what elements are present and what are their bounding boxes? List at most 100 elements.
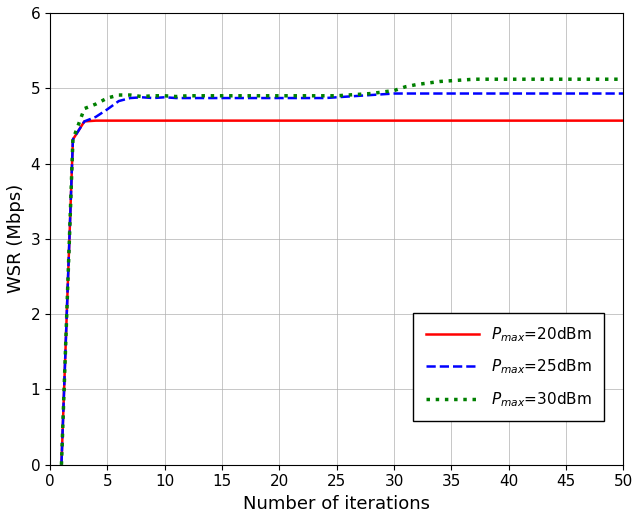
$P_{max}$=20dBm [81,118,88,124]
$P_{max}$=20dBm [551,118,559,124]
$P_{max}$=25dBm [287,95,294,101]
$P_{max}$=20dBm [379,118,387,124]
$P_{max}$=25dBm [58,462,65,468]
$P_{max}$=25dBm [172,95,180,101]
$P_{max}$=25dBm [115,98,123,104]
$P_{max}$=25dBm [379,91,387,97]
$P_{max}$=20dBm [493,118,501,124]
$P_{max}$=25dBm [207,95,214,101]
$P_{max}$=30dBm [58,462,65,468]
$P_{max}$=30dBm [390,87,398,94]
$P_{max}$=20dBm [92,118,100,124]
$P_{max}$=30dBm [161,93,168,99]
$P_{max}$=25dBm [516,90,524,97]
$P_{max}$=30dBm [379,89,387,95]
$P_{max}$=25dBm [367,92,375,98]
$P_{max}$=20dBm [104,118,111,124]
$P_{max}$=20dBm [596,118,604,124]
$P_{max}$=20dBm [344,118,352,124]
$P_{max}$=25dBm [264,95,272,101]
$P_{max}$=25dBm [275,95,283,101]
$P_{max}$=30dBm [516,76,524,82]
Line: $P_{max}$=20dBm: $P_{max}$=20dBm [61,121,623,465]
$P_{max}$=30dBm [184,93,191,99]
$P_{max}$=20dBm [138,118,145,124]
$P_{max}$=20dBm [230,118,237,124]
$P_{max}$=30dBm [344,92,352,98]
$P_{max}$=25dBm [493,90,501,97]
$P_{max}$=20dBm [172,118,180,124]
$P_{max}$=20dBm [195,118,203,124]
$P_{max}$=30dBm [321,93,329,99]
$P_{max}$=20dBm [608,118,616,124]
$P_{max}$=30dBm [253,93,260,99]
$P_{max}$=30dBm [92,101,100,107]
$P_{max}$=20dBm [390,118,398,124]
$P_{max}$=20dBm [505,118,513,124]
$P_{max}$=25dBm [436,90,444,97]
$P_{max}$=30dBm [230,93,237,99]
$P_{max}$=25dBm [596,90,604,97]
$P_{max}$=25dBm [540,90,547,97]
$P_{max}$=25dBm [573,90,581,97]
$P_{max}$=25dBm [447,90,455,97]
$P_{max}$=20dBm [161,118,168,124]
$P_{max}$=20dBm [333,118,340,124]
$P_{max}$=30dBm [69,136,77,142]
$P_{max}$=30dBm [620,76,627,82]
$P_{max}$=25dBm [138,94,145,100]
$P_{max}$=20dBm [275,118,283,124]
$P_{max}$=20dBm [241,118,249,124]
X-axis label: Number of iterations: Number of iterations [243,495,430,513]
$P_{max}$=30dBm [127,92,134,98]
$P_{max}$=30dBm [540,76,547,82]
$P_{max}$=25dBm [104,106,111,112]
$P_{max}$=20dBm [69,136,77,142]
$P_{max}$=25dBm [310,95,317,101]
$P_{max}$=30dBm [551,76,559,82]
$P_{max}$=25dBm [356,93,364,99]
$P_{max}$=30dBm [333,93,340,99]
$P_{max}$=25dBm [551,90,559,97]
$P_{max}$=20dBm [356,118,364,124]
$P_{max}$=25dBm [92,114,100,120]
$P_{max}$=25dBm [253,95,260,101]
$P_{max}$=30dBm [585,76,593,82]
$P_{max}$=30dBm [528,76,536,82]
$P_{max}$=25dBm [424,90,432,97]
$P_{max}$=25dBm [528,90,536,97]
$P_{max}$=20dBm [253,118,260,124]
$P_{max}$=20dBm [516,118,524,124]
$P_{max}$=20dBm [459,118,467,124]
$P_{max}$=30dBm [218,93,226,99]
$P_{max}$=30dBm [287,93,294,99]
$P_{max}$=20dBm [115,118,123,124]
$P_{max}$=20dBm [298,118,306,124]
$P_{max}$=25dBm [620,90,627,97]
$P_{max}$=20dBm [424,118,432,124]
$P_{max}$=20dBm [482,118,490,124]
$P_{max}$=30dBm [493,76,501,82]
$P_{max}$=30dBm [207,93,214,99]
$P_{max}$=20dBm [402,118,410,124]
$P_{max}$=25dBm [344,94,352,100]
$P_{max}$=25dBm [230,95,237,101]
$P_{max}$=30dBm [81,106,88,112]
$P_{max}$=20dBm [436,118,444,124]
$P_{max}$=20dBm [127,118,134,124]
Line: $P_{max}$=25dBm: $P_{max}$=25dBm [61,94,623,465]
$P_{max}$=25dBm [390,90,398,97]
$P_{max}$=30dBm [596,76,604,82]
$P_{max}$=20dBm [184,118,191,124]
$P_{max}$=30dBm [413,81,421,87]
$P_{max}$=25dBm [321,95,329,101]
$P_{max}$=30dBm [149,93,157,99]
$P_{max}$=20dBm [528,118,536,124]
$P_{max}$=20dBm [540,118,547,124]
$P_{max}$=25dBm [298,95,306,101]
$P_{max}$=25dBm [184,95,191,101]
$P_{max}$=30dBm [104,95,111,101]
$P_{max}$=25dBm [195,95,203,101]
Line: $P_{max}$=30dBm: $P_{max}$=30dBm [61,79,623,465]
$P_{max}$=25dBm [218,95,226,101]
